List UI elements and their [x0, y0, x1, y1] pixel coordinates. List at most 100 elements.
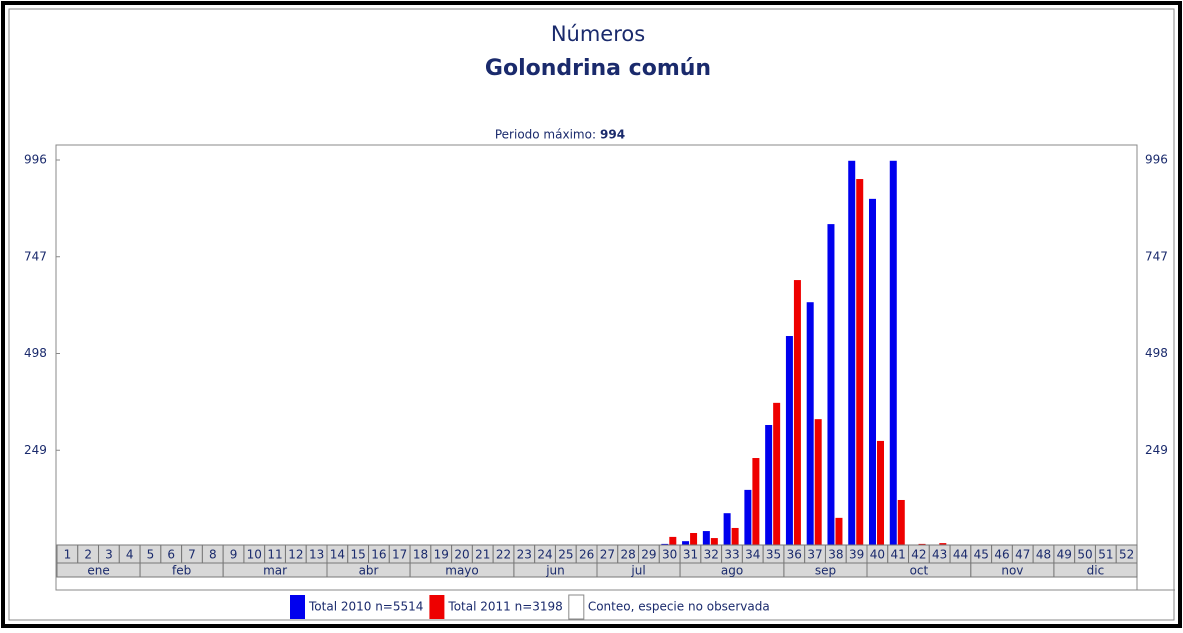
month-label: mayo: [445, 564, 479, 578]
bar: [827, 224, 835, 547]
x-tick-label: 25: [558, 548, 573, 562]
bar: [710, 538, 718, 547]
x-tick-label: 34: [745, 548, 760, 562]
x-tick-label: 16: [371, 548, 386, 562]
x-tick-label: 20: [454, 548, 469, 562]
month-label: ene: [87, 564, 109, 578]
x-tick-label: 42: [911, 548, 926, 562]
x-tick-label: 1: [64, 548, 72, 562]
x-tick-label: 9: [230, 548, 238, 562]
x-tick-label: 40: [870, 548, 885, 562]
x-tick-label: 51: [1098, 548, 1113, 562]
x-tick-label: 7: [188, 548, 196, 562]
y2-tick-label: 498: [1145, 346, 1168, 360]
x-tick-label: 41: [891, 548, 906, 562]
x-tick-label: 52: [1119, 548, 1134, 562]
bar: [848, 160, 856, 548]
month-label: feb: [172, 564, 191, 578]
x-tick-label: 26: [579, 548, 594, 562]
month-label: oct: [910, 564, 929, 578]
x-tick-label: 17: [392, 548, 407, 562]
inner-frame: [8, 8, 1175, 621]
bar: [669, 536, 677, 547]
bar: [744, 489, 752, 547]
x-tick-label: 48: [1036, 548, 1051, 562]
annotation-label: Periodo máximo:: [495, 128, 596, 142]
x-tick-label: 46: [994, 548, 1009, 562]
month-label: abr: [359, 564, 379, 578]
bar: [814, 419, 822, 547]
legend-swatch: [568, 594, 585, 620]
y-tick-label: 249: [24, 443, 47, 457]
bar: [869, 198, 876, 548]
legend-swatch: [429, 595, 445, 619]
legend-label: Conteo, especie no observada: [588, 600, 770, 614]
x-tick-label: 47: [1015, 548, 1030, 562]
y2-tick-label: 996: [1145, 153, 1168, 167]
x-tick-label: 27: [600, 548, 615, 562]
y2-tick-label: 249: [1145, 443, 1168, 457]
x-tick-label: 31: [683, 548, 698, 562]
x-tick-label: 38: [828, 548, 843, 562]
bar: [682, 541, 690, 547]
x-tick-label: 2: [84, 548, 92, 562]
bar: [897, 499, 905, 547]
month-cell: [1053, 562, 1138, 578]
x-tick-label: 18: [413, 548, 428, 562]
y-tick-label: 747: [24, 249, 47, 263]
x-tick-label: 35: [766, 548, 781, 562]
month-label: ago: [721, 564, 743, 578]
bar: [752, 458, 760, 547]
x-tick-label: 30: [662, 548, 677, 562]
x-tick-label: 4: [126, 548, 134, 562]
x-tick-label: 45: [974, 548, 989, 562]
annotation-value: 994: [600, 128, 625, 142]
x-tick-label: 44: [953, 548, 968, 562]
x-tick-label: 36: [787, 548, 802, 562]
legend-swatch: [290, 595, 305, 619]
x-tick-label: 5: [147, 548, 155, 562]
x-tick-label: 37: [807, 548, 822, 562]
bar: [690, 533, 698, 547]
x-tick-label: 12: [288, 548, 303, 562]
x-tick-label: 10: [247, 548, 262, 562]
bar: [856, 179, 864, 547]
x-tick-label: 15: [351, 548, 366, 562]
x-tick-label: 33: [724, 548, 739, 562]
bar: [785, 336, 793, 547]
x-tick-label: 28: [621, 548, 636, 562]
x-tick-label: 19: [434, 548, 449, 562]
x-tick-label: 29: [641, 548, 656, 562]
x-tick-label: 39: [849, 548, 864, 562]
x-tick-label: 24: [537, 548, 552, 562]
bar: [806, 302, 814, 547]
bar: [793, 280, 801, 547]
x-tick-label: 22: [496, 548, 511, 562]
x-tick-label: 49: [1057, 548, 1072, 562]
bar: [731, 527, 739, 547]
bar: [765, 424, 773, 547]
x-tick-label: 50: [1077, 548, 1092, 562]
y-tick-label: 498: [24, 346, 47, 360]
month-label: jun: [545, 564, 565, 578]
plot-frame: [55, 144, 1138, 591]
x-tick-label: 3: [105, 548, 113, 562]
x-tick-label: 14: [330, 548, 345, 562]
bar: [889, 160, 897, 548]
x-tick-label: 6: [167, 548, 175, 562]
bar: [877, 440, 884, 547]
bar: [773, 402, 781, 547]
month-label: mar: [263, 564, 287, 578]
chart-subtitle: Golondrina común: [485, 56, 711, 81]
x-tick-label: 43: [932, 548, 947, 562]
y2-tick-label: 747: [1145, 249, 1168, 263]
bar: [835, 517, 843, 547]
month-label: nov: [1001, 564, 1023, 578]
x-tick-label: 32: [704, 548, 719, 562]
chart-title: Números: [551, 22, 645, 46]
y-tick-label: 996: [24, 153, 47, 167]
x-tick-label: 13: [309, 548, 324, 562]
x-tick-label: 11: [267, 548, 282, 562]
